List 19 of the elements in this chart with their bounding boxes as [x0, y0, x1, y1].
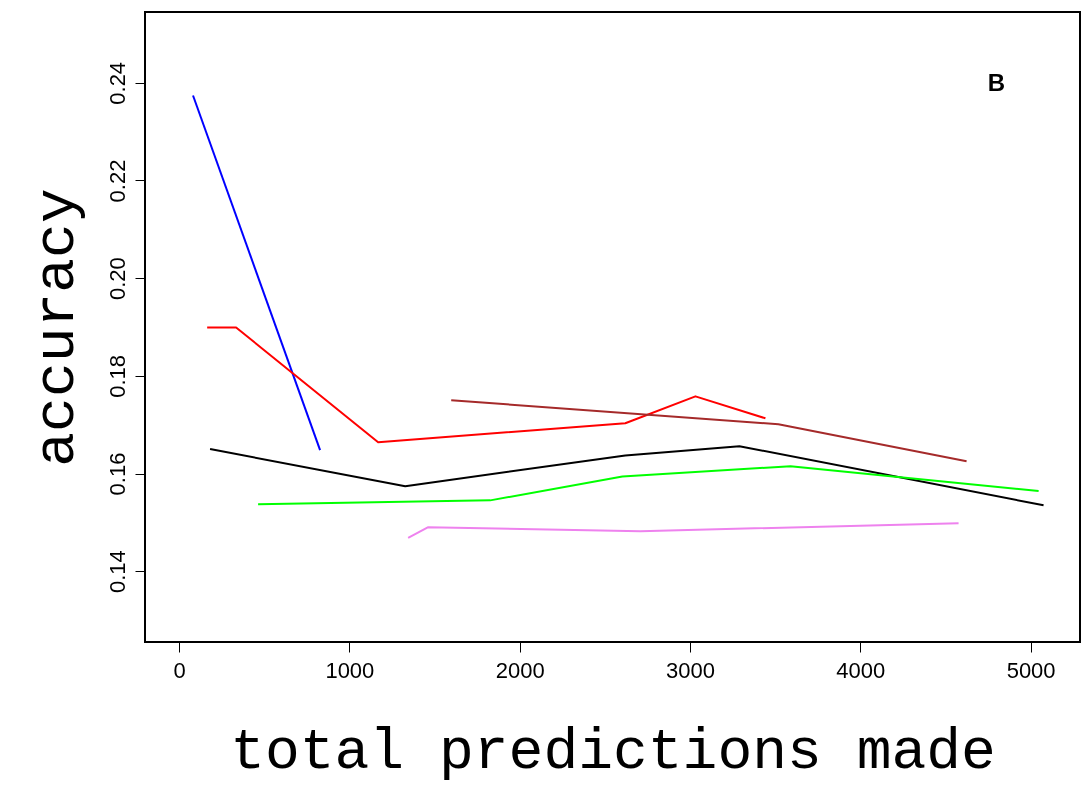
- x-tick-label: 4000: [836, 657, 886, 683]
- y-tick-label: 0.16: [104, 452, 130, 496]
- annotation: B: [987, 69, 1005, 96]
- x-tick-label: 1000: [325, 657, 375, 683]
- y-tick-label: 0.14: [104, 550, 130, 594]
- line-series: [206, 326, 767, 444]
- line-series: [407, 522, 960, 539]
- x-tick-label: 0: [173, 657, 186, 683]
- y-tick-label: 0.22: [104, 159, 130, 203]
- y-axis-title: accuracy: [24, 188, 90, 467]
- line-series: [257, 465, 1040, 506]
- line-series: [209, 445, 1045, 507]
- y-tick-label: 0.18: [104, 354, 130, 398]
- x-tick-label: 2000: [495, 657, 545, 683]
- y-tick-label: 0.20: [104, 257, 130, 301]
- x-tick-label: 3000: [666, 657, 715, 683]
- y-tick-label: 0.24: [104, 61, 130, 105]
- x-axis-title: total predictions made: [230, 719, 996, 785]
- x-tick-label: 5000: [1006, 657, 1056, 683]
